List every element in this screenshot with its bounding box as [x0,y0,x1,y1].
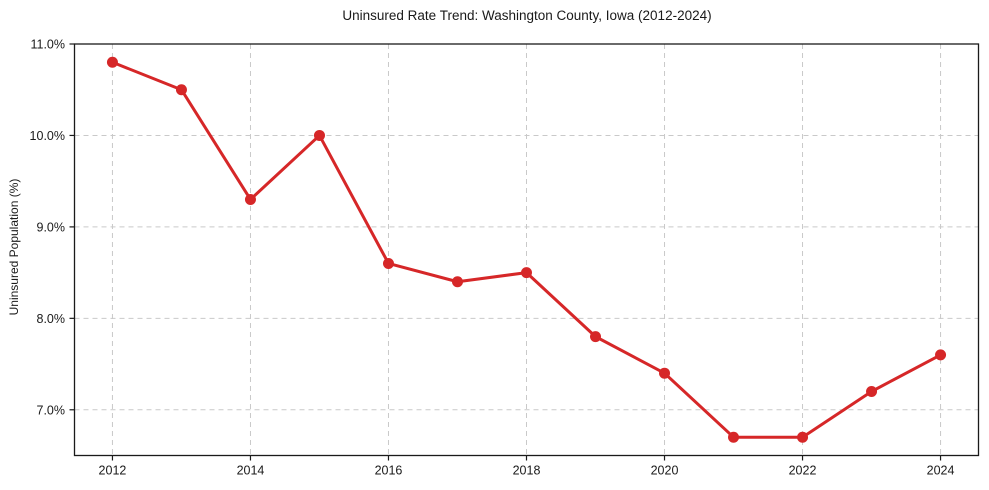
x-tick-label: 2020 [651,464,679,478]
x-tick-label: 2016 [375,464,403,478]
data-point-2019 [590,331,602,343]
x-tick-label: 2012 [99,464,127,478]
y-tick-label: 10.0% [30,129,65,143]
data-point-2022 [797,431,809,443]
data-point-2021 [728,431,740,443]
data-point-2017 [451,276,463,288]
data-point-2015 [313,129,325,141]
data-point-2018 [521,267,532,279]
data-point-2013 [175,84,187,96]
data-point-2016 [382,257,394,269]
data-point-2014 [244,193,256,205]
chart-title: Uninsured Rate Trend: Washington County,… [342,8,712,23]
x-tick-label: 2024 [927,464,955,478]
y-axis-title: Uninsured Population (%) [7,178,21,316]
y-tick-label: 8.0% [37,312,66,326]
x-tick-label: 2018 [513,464,541,478]
y-tick-label: 11.0% [30,38,65,52]
x-tick-label: 2022 [789,464,817,478]
data-point-2024 [935,349,947,361]
plot-border [73,43,980,457]
x-tick-label: 2014 [237,464,265,478]
data-point-2023 [866,385,878,397]
data-point-2012 [106,56,118,68]
y-tick-label: 9.0% [37,220,66,234]
data-point-2020 [659,367,671,379]
y-tick-label: 7.0% [37,403,66,417]
